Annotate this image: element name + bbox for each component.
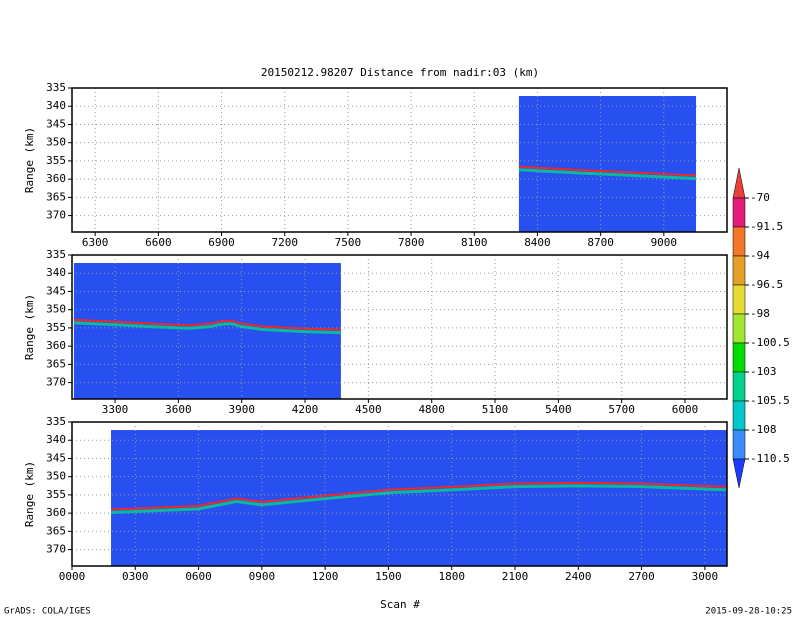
- colorbar-label: -108: [750, 423, 777, 436]
- colorbar-label: -96.5: [750, 278, 783, 291]
- x-tick-label: 4200: [292, 403, 319, 416]
- x-tick-label: 3600: [165, 403, 192, 416]
- y-tick-label: 360: [46, 339, 66, 352]
- colorbar-cap: [732, 458, 746, 489]
- x-tick-label: 6000: [672, 403, 699, 416]
- y-axis-label: Range (km): [23, 461, 36, 527]
- colorbar-segment: [732, 371, 746, 402]
- y-axis-label: Range (km): [23, 127, 36, 193]
- ground-return: [518, 165, 697, 177]
- colorbar-label: -100.5: [750, 336, 790, 349]
- colorbar-segment: [732, 284, 746, 315]
- y-tick-label: 355: [46, 488, 66, 501]
- x-tick-label: 0600: [185, 570, 212, 583]
- x-tick-label: 8700: [587, 236, 614, 249]
- colorbar-segment: [732, 197, 746, 228]
- x-tick-label: 7200: [271, 236, 298, 249]
- colorbar-label: -105.5: [750, 394, 790, 407]
- y-tick-label: 350: [46, 470, 66, 483]
- x-tick-label: 0300: [122, 570, 149, 583]
- y-tick-label: 355: [46, 321, 66, 334]
- colorbar-label: -91.5: [750, 220, 783, 233]
- y-tick-label: 340: [46, 266, 66, 279]
- colorbar-label: -70: [750, 191, 770, 204]
- credit: GrADS: COLA/IGES: [4, 607, 91, 617]
- y-tick-label: 355: [46, 154, 66, 167]
- colorbar-segment: [732, 255, 746, 286]
- ground-return: [73, 318, 341, 331]
- x-tick-label: 4500: [355, 403, 382, 416]
- x-tick-label: 7500: [335, 236, 362, 249]
- x-tick-label: 9000: [651, 236, 678, 249]
- colorbar-segment: [732, 226, 746, 257]
- colorbar-label: -94: [750, 249, 770, 262]
- title: 20150212.98207 Distance from nadir:03 (k…: [261, 66, 539, 79]
- x-tick-label: 1200: [312, 570, 339, 583]
- colorbar-segment: [732, 313, 746, 344]
- x-tick-label: 3900: [228, 403, 255, 416]
- timestamp: 2015-09-28-10:25: [705, 607, 792, 617]
- x-tick-label: 1500: [375, 570, 402, 583]
- x-tick-label: 6600: [145, 236, 172, 249]
- ground-return-halo: [110, 484, 728, 514]
- y-tick-label: 335: [46, 248, 66, 261]
- x-tick-label: 2400: [565, 570, 592, 583]
- y-tick-label: 370: [46, 376, 66, 389]
- x-tick-label: 5400: [545, 403, 572, 416]
- y-tick-label: 340: [46, 99, 66, 112]
- data-swath: [518, 96, 697, 232]
- y-tick-label: 350: [46, 303, 66, 316]
- plot-frame: [71, 421, 728, 567]
- x-tick-label: 2700: [628, 570, 655, 583]
- ground-return: [110, 481, 728, 511]
- y-axis-label: Range (km): [23, 294, 36, 360]
- plot-frame: [71, 254, 728, 400]
- x-tick-label: 6900: [208, 236, 235, 249]
- y-tick-label: 350: [46, 136, 66, 149]
- colorbar-segment: [732, 342, 746, 373]
- y-tick-label: 360: [46, 172, 66, 185]
- data-swath: [111, 430, 728, 566]
- y-tick-label: 345: [46, 451, 66, 464]
- colorbar-label: -98: [750, 307, 770, 320]
- y-tick-label: 360: [46, 506, 66, 519]
- y-tick-label: 335: [46, 81, 66, 94]
- ground-return-halo: [73, 321, 341, 335]
- colorbar-segment: [732, 429, 746, 460]
- ground-return-halo: [518, 168, 697, 180]
- x-tick-label: 0900: [249, 570, 276, 583]
- y-tick-label: 365: [46, 524, 66, 537]
- y-tick-label: 370: [46, 543, 66, 556]
- x-tick-label: 3300: [102, 403, 129, 416]
- x-tick-label: 2100: [502, 570, 529, 583]
- y-tick-label: 335: [46, 415, 66, 428]
- x-tick-label: 1800: [438, 570, 465, 583]
- x-axis-label: Scan #: [380, 598, 420, 611]
- colorbar-label: -103: [750, 365, 777, 378]
- x-tick-label: 7800: [398, 236, 425, 249]
- y-tick-label: 370: [46, 209, 66, 222]
- colorbar-cap: [732, 167, 746, 199]
- y-tick-label: 340: [46, 433, 66, 446]
- y-tick-label: 345: [46, 284, 66, 297]
- x-tick-label: 5700: [608, 403, 635, 416]
- x-tick-label: 8400: [524, 236, 551, 249]
- x-tick-label: 6300: [82, 236, 109, 249]
- colorbar-label: -110.5: [750, 452, 790, 465]
- y-tick-label: 365: [46, 357, 66, 370]
- colorbar-segment: [732, 400, 746, 431]
- x-tick-label: 0000: [59, 570, 86, 583]
- x-tick-label: 4800: [418, 403, 445, 416]
- x-tick-label: 8100: [461, 236, 488, 249]
- y-tick-label: 365: [46, 190, 66, 203]
- x-tick-label: 3000: [692, 570, 719, 583]
- plot-frame: [71, 87, 728, 233]
- y-tick-label: 345: [46, 117, 66, 130]
- x-tick-label: 5100: [482, 403, 509, 416]
